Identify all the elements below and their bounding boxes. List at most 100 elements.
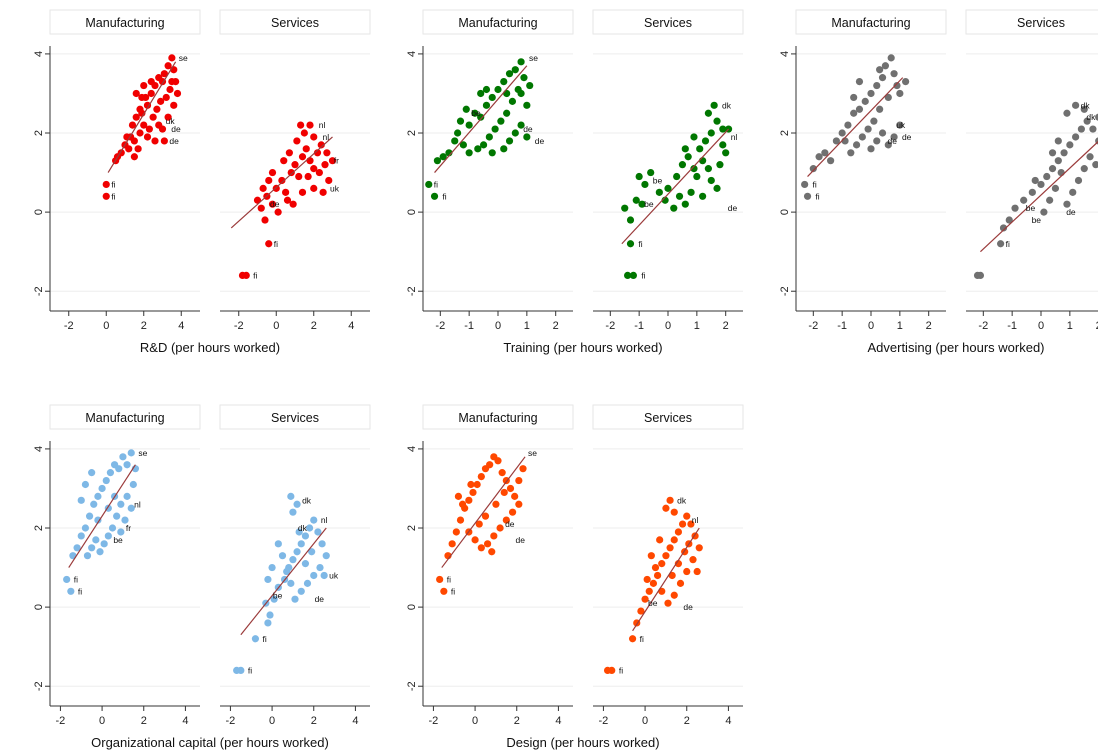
- data-point: [878, 74, 887, 82]
- data-point: [467, 480, 475, 489]
- data-point: [113, 512, 121, 520]
- data-point: [436, 575, 444, 584]
- point-label: fi: [619, 665, 623, 675]
- data-point: [864, 125, 872, 133]
- data-point: [291, 161, 299, 169]
- fit-line: [240, 527, 327, 636]
- data-point: [490, 532, 498, 540]
- fit-line: [980, 140, 1098, 253]
- data-point: [704, 109, 712, 117]
- data-point: [1095, 113, 1098, 121]
- data-point: [503, 109, 511, 117]
- data-point: [117, 500, 125, 508]
- data-point: [699, 157, 707, 165]
- data-point: [1011, 204, 1019, 212]
- data-point: [259, 184, 267, 192]
- point-label: de: [535, 136, 545, 146]
- x-tick-label: 4: [352, 715, 358, 727]
- data-point: [485, 133, 493, 141]
- point-label: fi: [815, 191, 819, 201]
- data-point: [121, 516, 129, 524]
- data-point: [287, 492, 295, 500]
- data-point: [526, 81, 534, 90]
- data-point: [477, 113, 485, 121]
- data-point: [315, 168, 323, 177]
- data-point: [517, 89, 525, 98]
- data-point: [1028, 188, 1036, 196]
- data-point: [844, 121, 852, 129]
- data-point: [713, 117, 721, 125]
- data-point: [1089, 125, 1097, 133]
- point-label: nl: [731, 132, 738, 142]
- data-point: [624, 271, 632, 280]
- point-label: fi: [74, 574, 78, 584]
- point-label: nl: [134, 499, 141, 509]
- y-tick-label: 2: [779, 130, 791, 136]
- data-point: [268, 563, 276, 572]
- data-point: [474, 145, 482, 153]
- data-point: [673, 172, 681, 181]
- x-tick-label: 2: [926, 320, 932, 332]
- data-point: [278, 176, 286, 185]
- x-tick-label: 2: [1096, 320, 1098, 332]
- data-point: [1005, 216, 1013, 224]
- data-point: [884, 141, 892, 149]
- data-point: [1031, 176, 1039, 185]
- data-point: [887, 54, 895, 62]
- data-point: [123, 461, 131, 469]
- point-label: de: [888, 136, 898, 146]
- data-point: [270, 595, 278, 603]
- fit-line: [807, 77, 904, 177]
- data-point: [265, 240, 273, 248]
- y-tick-label: 2: [33, 130, 45, 136]
- point-label: fi: [451, 586, 455, 596]
- x-tick-label: 0: [665, 320, 671, 332]
- point-label: be: [1026, 203, 1036, 213]
- data-point: [1066, 141, 1074, 149]
- x-tick-label: 0: [642, 715, 648, 727]
- y-tick-label: 2: [33, 525, 45, 531]
- data-point: [264, 619, 272, 627]
- data-point: [67, 587, 75, 595]
- data-point: [63, 575, 71, 584]
- data-point: [297, 121, 305, 129]
- data-point: [867, 145, 875, 153]
- data-point: [695, 544, 703, 552]
- data-point: [687, 188, 695, 196]
- data-point: [321, 161, 329, 169]
- data-point: [523, 101, 531, 109]
- data-point: [1069, 188, 1077, 196]
- data-point: [505, 70, 514, 78]
- data-point: [670, 508, 678, 516]
- facet-title-box: [795, 9, 947, 35]
- x-tick-label: -2: [64, 320, 74, 332]
- data-point: [475, 520, 483, 528]
- data-point: [873, 137, 881, 145]
- data-point: [320, 571, 328, 580]
- data-point: [130, 153, 138, 161]
- y-tick-label: 2: [406, 525, 418, 531]
- data-point: [896, 121, 904, 129]
- point-label: de: [902, 132, 912, 142]
- data-point: [136, 129, 144, 137]
- data-point: [313, 149, 322, 157]
- data-point: [173, 89, 182, 98]
- x-tick-label: -2: [56, 715, 66, 727]
- data-point: [318, 540, 326, 548]
- data-point: [77, 532, 85, 540]
- data-point: [517, 121, 525, 129]
- point-label: de: [171, 124, 181, 134]
- data-point: [500, 145, 508, 153]
- x-tick-label: -2: [429, 715, 439, 727]
- data-point: [803, 192, 812, 200]
- fit-line: [68, 464, 136, 568]
- data-point: [477, 544, 485, 552]
- point-label: de: [270, 199, 280, 209]
- data-point: [94, 492, 102, 500]
- facet-title-box: [219, 9, 371, 35]
- data-point: [92, 536, 100, 544]
- data-point: [73, 544, 81, 552]
